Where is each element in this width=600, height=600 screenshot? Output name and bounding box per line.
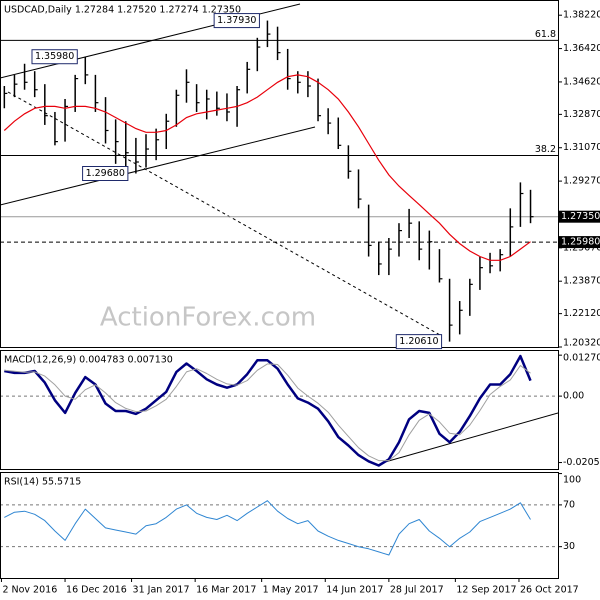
x-tick-label: 1 May 2017 <box>263 585 319 596</box>
x-tick-label: 16 Mar 2017 <box>196 585 256 596</box>
panel-frame <box>0 0 559 348</box>
watermark: ActionForex.com <box>100 303 316 333</box>
annotation-box <box>213 13 260 29</box>
y-tick-label: 0.00 <box>563 391 584 402</box>
series-line <box>4 363 531 462</box>
level-label-box <box>559 236 600 249</box>
y-tick-label: 1.22120 <box>563 308 600 319</box>
x-tick-label: 12 Sep 2017 <box>456 585 516 596</box>
panel-title: MACD(12,26,9) 0.004783 0.007130 <box>4 355 173 366</box>
x-tick-label: 14 Jun 2017 <box>326 585 383 596</box>
last-price-label: 1.27350 <box>561 211 600 222</box>
y-tick-label: 30 <box>563 541 575 552</box>
series-line <box>4 354 532 467</box>
y-tick-label: 1.36420 <box>563 43 600 54</box>
macd-trendline-group <box>384 412 558 463</box>
panel-2 <box>0 500 558 556</box>
y-tick-label: -0.020599 <box>563 457 600 468</box>
annotation-label: 1.20610 <box>399 336 438 347</box>
x-tick-label: 16 Dec 2016 <box>66 585 127 596</box>
annotation-label: 1.29680 <box>86 168 125 179</box>
x-tick-label: 28 Jul 2017 <box>390 585 444 596</box>
x-tick-label: 31 Jan 2017 <box>133 585 190 596</box>
panel-frame <box>0 472 559 579</box>
last-price-box <box>559 210 600 223</box>
panel-0: ActionForex.com 61.8 38.2 <box>0 20 558 342</box>
level-label: 61.8 <box>535 29 556 40</box>
y-tick-label: 1.23870 <box>563 276 600 287</box>
series-line <box>4 500 531 556</box>
x-tick-label: 2 Nov 2016 <box>2 585 57 596</box>
moving-average <box>3 74 531 261</box>
y-tick-label: 70 <box>563 499 575 510</box>
y-tick-label: 1.20320 <box>563 338 600 349</box>
panel-title: RSI(14) 55.5715 <box>4 477 81 488</box>
level-label: 38.2 <box>535 144 556 155</box>
channel-lower <box>0 126 316 206</box>
annotation-box <box>31 49 78 65</box>
y-tick-label: 1.38220 <box>563 10 600 21</box>
annotation-label: 1.35980 <box>35 51 74 62</box>
y-tick-label: 100 <box>563 475 581 486</box>
x-tick-label: 26 Oct 2017 <box>520 585 579 596</box>
panel-1 <box>0 354 558 467</box>
level-label: 1.25980 <box>561 237 600 248</box>
annotation-label: 1.37930 <box>217 15 256 26</box>
y-tick-label: 1.31070 <box>563 142 600 153</box>
y-tick-label: 1.32870 <box>563 109 600 120</box>
annotation-box <box>82 166 129 181</box>
annotation-box <box>395 334 443 350</box>
y-tick-label: 1.29270 <box>563 176 600 187</box>
dashed-trendline <box>7 91 441 336</box>
y-tick-label: 1.34620 <box>563 76 600 87</box>
macd-trendline <box>384 412 558 463</box>
panel-frame <box>0 350 559 470</box>
panel-title: USDCAD,Daily 1.27284 1.27520 1.27274 1.2… <box>4 5 241 16</box>
